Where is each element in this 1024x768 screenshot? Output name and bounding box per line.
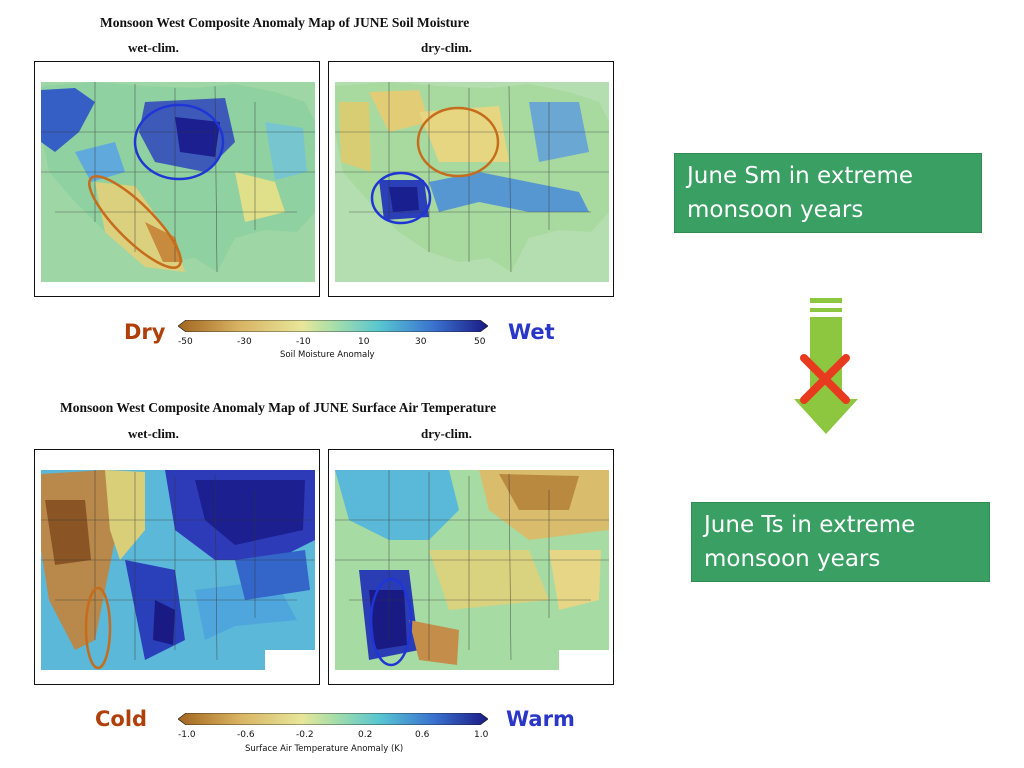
ts-wet-map [34,449,320,685]
sm-dry-label: Dry [124,320,166,344]
sm-tick-3: 10 [358,337,370,347]
ts-dry-panel-title: dry-clim. [421,426,472,441]
ts-wet-panel-title: wet-clim. [128,426,179,441]
sm-wet-label: Wet [508,320,555,344]
sm-tick-0: -50 [178,337,193,347]
sm-dry-map-field [329,62,613,296]
ts-tick-0: -1.0 [178,730,196,740]
sm-dry-map [328,61,614,297]
ts-tick-4: 0.6 [415,730,430,740]
ts-tick-1: -0.6 [237,730,255,740]
sm-colorbar-label: Soil Moisture Anomaly [280,350,375,360]
ts-tick-5: 1.0 [474,730,489,740]
ts-cold-label: Cold [95,707,148,731]
ts-dry-map [328,449,614,685]
sm-callout-box: June Sm in extreme monsoon years [674,153,982,233]
ts-tick-2: -0.2 [296,730,314,740]
arrow-down-icon [794,298,858,434]
sm-colorbar [178,320,488,332]
ts-callout-box: June Ts in extreme monsoon years [691,502,990,582]
sm-wet-panel-title: wet-clim. [128,40,179,55]
sm-tick-4: 30 [415,337,427,347]
sm-wet-map-field [35,62,319,296]
ts-tick-3: 0.2 [358,730,373,740]
sm-tick-1: -30 [237,337,252,347]
cross-icon [800,354,850,404]
temperature-figure-title: Monsoon West Composite Anomaly Map of JU… [60,400,497,415]
ts-colorbar-label: Surface Air Temperature Anomaly (K) [245,744,404,754]
ts-wet-map-field [35,450,319,684]
soil-moisture-figure-title: Monsoon West Composite Anomaly Map of JU… [100,15,470,30]
sm-wet-map [34,61,320,297]
sm-dry-panel-title: dry-clim. [421,40,472,55]
ts-dry-map-field [329,450,613,684]
sm-tick-2: -10 [296,337,311,347]
ts-colorbar [178,713,488,725]
ts-warm-label: Warm [506,707,575,731]
sm-tick-5: 50 [474,337,486,347]
